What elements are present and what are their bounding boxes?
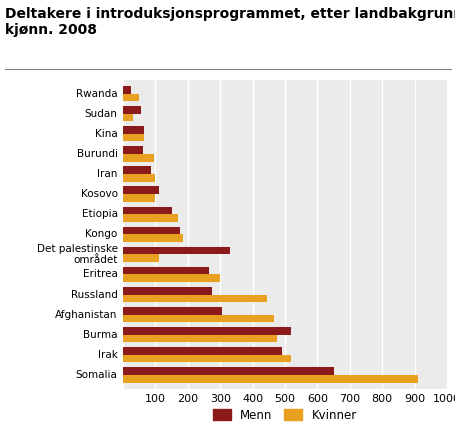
Bar xyxy=(123,206,171,214)
Bar xyxy=(123,134,144,141)
Bar xyxy=(123,146,142,154)
Bar xyxy=(123,194,155,202)
Bar xyxy=(123,355,291,362)
Bar xyxy=(123,86,131,94)
Bar xyxy=(123,274,220,282)
Bar xyxy=(123,294,267,302)
Bar xyxy=(123,154,153,161)
Bar xyxy=(123,94,139,101)
Bar xyxy=(123,375,417,382)
Bar xyxy=(123,367,333,375)
Bar xyxy=(123,114,132,122)
Bar xyxy=(123,106,141,114)
Bar xyxy=(123,287,212,294)
Text: Deltakere i introduksjonsprogrammet, etter landbakgrunn og
kjønn. 2008: Deltakere i introduksjonsprogrammet, ett… xyxy=(5,7,455,37)
Bar xyxy=(123,347,281,355)
Bar xyxy=(123,335,276,343)
Bar xyxy=(123,267,208,274)
Bar xyxy=(123,126,144,134)
Bar xyxy=(123,187,158,194)
Bar xyxy=(123,166,150,174)
Bar xyxy=(123,315,273,322)
Bar xyxy=(123,234,182,242)
Bar xyxy=(123,327,291,335)
Bar xyxy=(123,227,179,234)
Bar xyxy=(123,247,229,254)
Bar xyxy=(123,254,158,262)
Legend: Menn, Kvinner: Menn, Kvinner xyxy=(208,404,361,427)
Bar xyxy=(123,307,222,315)
Bar xyxy=(123,214,178,222)
Bar xyxy=(123,174,155,182)
